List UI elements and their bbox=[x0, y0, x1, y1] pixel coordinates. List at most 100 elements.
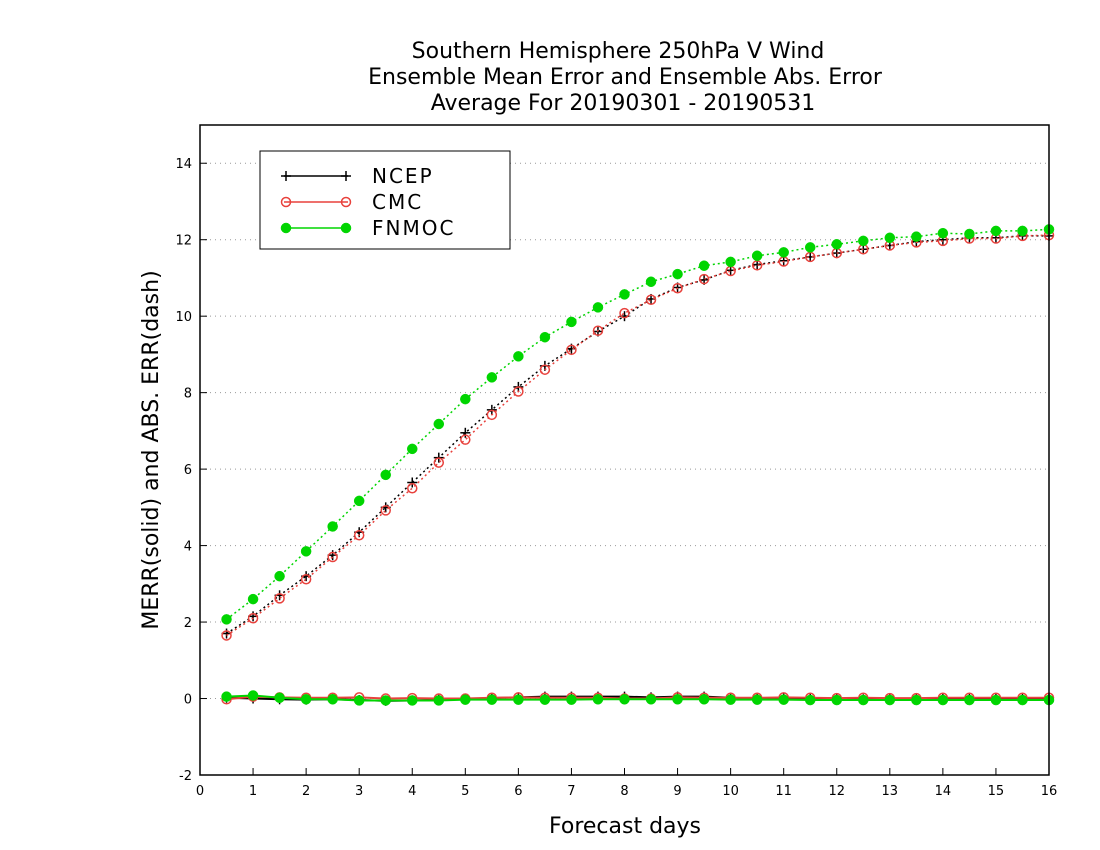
fnmoc-merr-point bbox=[751, 694, 763, 705]
fnmoc-abs-err-point bbox=[247, 593, 259, 605]
fnmoc-abs-err-point bbox=[566, 316, 577, 328]
x-tick-label: 11 bbox=[775, 784, 792, 799]
cmc-abs-err-point bbox=[407, 482, 418, 494]
fnmoc-abs-err-point bbox=[539, 331, 551, 343]
y-tick-label: -2 bbox=[179, 769, 192, 784]
x-tick-label: 7 bbox=[567, 784, 575, 799]
x-tick-label: 16 bbox=[1041, 784, 1058, 799]
x-tick-label: 10 bbox=[722, 784, 739, 799]
legend-item-ncep: NCEP bbox=[281, 164, 434, 188]
x-tick-label: 15 bbox=[988, 784, 1005, 799]
cmc-abs-err-point bbox=[274, 593, 285, 604]
fnmoc-merr-point bbox=[380, 695, 391, 706]
series-fnmoc bbox=[221, 224, 1055, 706]
fnmoc-merr-point bbox=[884, 694, 896, 706]
x-tick-label: 8 bbox=[620, 784, 628, 799]
legend-marker bbox=[280, 222, 292, 234]
fnmoc-merr-point bbox=[592, 694, 604, 705]
legend-label: NCEP bbox=[372, 164, 434, 188]
cmc-abs-err-point bbox=[221, 630, 232, 641]
legend-label: CMC bbox=[372, 190, 423, 214]
fnmoc-merr-point bbox=[353, 695, 365, 706]
fnmoc-merr-point bbox=[566, 694, 577, 705]
title-line-3: Average For 20190301 - 20190531 bbox=[431, 91, 816, 116]
fnmoc-abs-err-point bbox=[460, 393, 471, 405]
x-tick-label: 14 bbox=[935, 784, 952, 799]
fnmoc-abs-err-point bbox=[380, 469, 391, 481]
fnmoc-abs-err-point bbox=[513, 351, 524, 362]
fnmoc-merr-point bbox=[513, 694, 524, 705]
fnmoc-merr-point bbox=[645, 694, 657, 705]
title-line-2: Ensemble Mean Error and Ensemble Abs. Er… bbox=[368, 65, 883, 90]
fnmoc-merr-point bbox=[407, 695, 418, 706]
ncep-abs-err-point bbox=[460, 427, 471, 438]
fnmoc-abs-err-point bbox=[274, 570, 285, 582]
fnmoc-abs-err-point bbox=[911, 231, 922, 242]
y-tick-label: 12 bbox=[175, 234, 192, 249]
cmc-abs-err-point bbox=[353, 530, 365, 541]
x-tick-label: 13 bbox=[882, 784, 899, 799]
legend-marker bbox=[280, 196, 292, 208]
fnmoc-abs-err-point bbox=[672, 268, 683, 280]
fnmoc-merr-point bbox=[937, 694, 949, 706]
fnmoc-abs-err-point bbox=[964, 228, 975, 240]
fnmoc-abs-err-point bbox=[990, 225, 1002, 237]
fnmoc-merr-point bbox=[619, 694, 630, 705]
fnmoc-merr-point bbox=[725, 694, 736, 705]
fnmoc-abs-err-point bbox=[937, 227, 949, 239]
cmc-abs-err-line bbox=[226, 234, 1050, 637]
fnmoc-abs-err-point bbox=[619, 289, 630, 300]
fnmoc-merr-point bbox=[778, 694, 789, 705]
fnmoc-merr-point bbox=[460, 694, 471, 705]
fnmoc-merr-point bbox=[486, 694, 498, 705]
legend-item-cmc: CMC bbox=[280, 190, 423, 214]
legend-marker bbox=[340, 196, 352, 208]
fnmoc-abs-err-point bbox=[486, 372, 498, 383]
fnmoc-abs-err-line bbox=[226, 228, 1050, 620]
series-ncep bbox=[221, 230, 1054, 706]
cmc-abs-err-point bbox=[539, 364, 551, 375]
cmc-abs-err-point bbox=[513, 386, 524, 397]
y-tick-label: 8 bbox=[184, 387, 192, 402]
cmc-abs-err-point bbox=[592, 325, 604, 336]
fnmoc-abs-err-point bbox=[1017, 225, 1028, 237]
fnmoc-merr-point bbox=[698, 694, 710, 705]
fnmoc-abs-err-point bbox=[221, 614, 232, 625]
fnmoc-merr-point bbox=[1017, 694, 1028, 706]
fnmoc-abs-err-point bbox=[858, 235, 869, 247]
fnmoc-merr-point bbox=[911, 694, 922, 706]
cmc-abs-err-point bbox=[300, 573, 312, 585]
ncep-abs-err-point bbox=[407, 477, 418, 488]
fnmoc-merr-point bbox=[221, 691, 232, 702]
y-tick-label: 2 bbox=[184, 616, 192, 631]
cmc-abs-err-point bbox=[619, 307, 630, 319]
fnmoc-merr-point bbox=[858, 694, 869, 706]
cmc-abs-err-point bbox=[566, 344, 577, 356]
fnmoc-abs-err-point bbox=[407, 443, 418, 455]
fnmoc-merr-point bbox=[804, 694, 816, 706]
fnmoc-merr-point bbox=[433, 695, 445, 706]
fnmoc-merr-point bbox=[300, 694, 312, 705]
cmc-abs-err-point bbox=[327, 551, 338, 563]
cmc-abs-err-point bbox=[698, 273, 710, 285]
fnmoc-abs-err-point bbox=[433, 418, 445, 430]
fnmoc-abs-err-point bbox=[751, 250, 763, 262]
y-tick-label: 4 bbox=[184, 540, 192, 555]
x-tick-label: 3 bbox=[355, 784, 363, 799]
fnmoc-merr-point bbox=[964, 694, 975, 706]
fnmoc-abs-err-point bbox=[327, 521, 338, 532]
x-tick-label: 4 bbox=[408, 784, 416, 799]
x-tick-label: 12 bbox=[828, 784, 845, 799]
fnmoc-merr-point bbox=[274, 692, 285, 704]
fnmoc-abs-err-point bbox=[884, 232, 896, 244]
fnmoc-merr-point bbox=[247, 690, 259, 701]
legend-marker bbox=[340, 222, 352, 234]
series-cmc bbox=[221, 229, 1055, 705]
fnmoc-abs-err-point bbox=[300, 546, 312, 557]
x-tick-label: 2 bbox=[302, 784, 310, 799]
chart-title: Southern Hemisphere 250hPa V Wind Ensemb… bbox=[368, 39, 883, 116]
x-axis-title: Forecast days bbox=[549, 814, 701, 839]
legend-label: FNMOC bbox=[372, 216, 455, 240]
fnmoc-abs-err-point bbox=[831, 239, 842, 250]
